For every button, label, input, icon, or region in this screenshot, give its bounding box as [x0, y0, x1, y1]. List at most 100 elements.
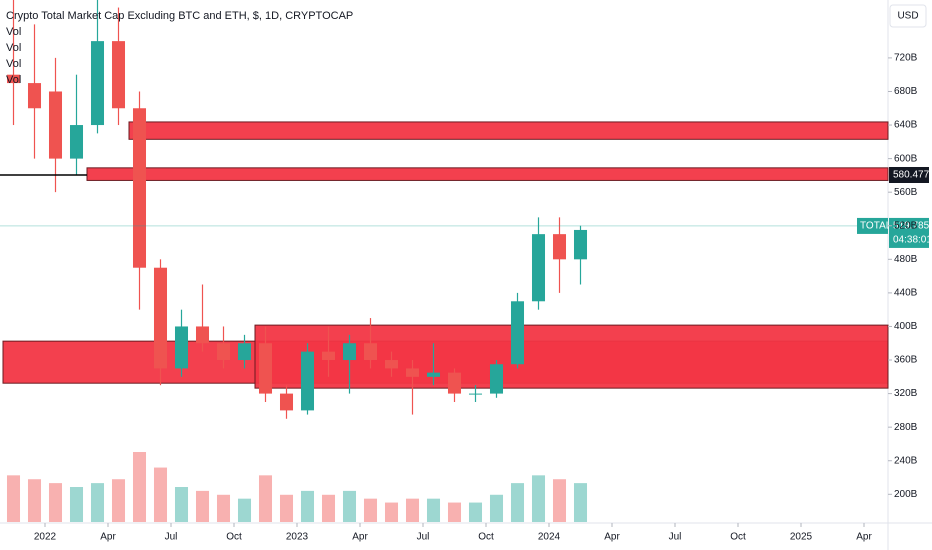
- indicator-label[interactable]: Vol: [6, 58, 21, 70]
- candle-body: [426, 372, 441, 377]
- volume-bar: [405, 498, 420, 522]
- volume-bar: [153, 467, 168, 522]
- volume-bar: [447, 502, 462, 522]
- volume-bar: [174, 487, 189, 522]
- candle-body: [447, 372, 462, 394]
- volume-bar: [216, 494, 231, 522]
- x-tick-label: 2022: [34, 532, 57, 543]
- zones: [2, 121, 889, 389]
- y-tick-label: 240B: [894, 455, 918, 466]
- volume-bar: [552, 479, 567, 522]
- candle-body: [6, 74, 21, 84]
- volume-bar: [258, 475, 273, 522]
- x-tick-label: Apr: [604, 532, 620, 543]
- x-tick-label: Jul: [669, 532, 682, 543]
- candle-body: [90, 41, 105, 126]
- x-tick-label: 2024: [538, 532, 561, 543]
- x-tick-label: Jul: [417, 532, 430, 543]
- candle-body: [237, 343, 252, 361]
- candle-body: [69, 125, 84, 159]
- candle-body: [552, 234, 567, 260]
- candle-body: [384, 360, 399, 369]
- candle-body: [531, 234, 546, 302]
- volume-bar: [384, 502, 399, 522]
- indicator-label[interactable]: Vol: [6, 42, 21, 54]
- indicator-label[interactable]: Vol: [6, 74, 21, 86]
- level-label: 580.477B: [893, 170, 932, 181]
- currency-label[interactable]: USD: [897, 11, 918, 22]
- y-tick-label: 400B: [894, 321, 918, 332]
- volume-bar: [321, 494, 336, 522]
- chart-title: Crypto Total Market Cap Excluding BTC an…: [6, 10, 353, 22]
- symbol-label: TOTAL3: [860, 221, 897, 232]
- currency-button[interactable]: [889, 4, 927, 28]
- x-tick-label: Apr: [352, 532, 368, 543]
- volume-bar: [342, 490, 357, 522]
- y-tick-label: 640B: [894, 120, 918, 131]
- zone: [86, 167, 889, 181]
- volume-bar: [27, 479, 42, 522]
- countdown-label: 04:38:01: [893, 235, 932, 246]
- candle-body: [174, 326, 189, 369]
- x-tick-label: Oct: [730, 532, 746, 543]
- y-tick-label: 280B: [894, 422, 918, 433]
- candle-body: [153, 267, 168, 369]
- candle-body: [216, 343, 231, 361]
- x-tick-label: Jul: [165, 532, 178, 543]
- candle-body: [510, 301, 525, 365]
- volume-pane: [6, 452, 588, 522]
- x-tick-label: Apr: [100, 532, 116, 543]
- volume-bar: [195, 490, 210, 522]
- zone: [254, 324, 889, 389]
- y-tick-label: 560B: [894, 187, 918, 198]
- candle-body: [111, 41, 126, 109]
- candles: [6, 0, 588, 419]
- volume-bar: [69, 487, 84, 522]
- x-tick-label: Apr: [856, 532, 872, 543]
- indicator-label[interactable]: Vol: [6, 26, 21, 38]
- price-tag: [889, 217, 929, 248]
- y-tick-label: 320B: [894, 388, 918, 399]
- volume-bar: [363, 498, 378, 522]
- candle-body: [573, 229, 588, 260]
- y-tick-label: 200B: [894, 489, 918, 500]
- candle-body: [468, 393, 483, 395]
- volume-bar: [489, 494, 504, 522]
- y-tick-label: 600B: [894, 153, 918, 164]
- volume-bar: [279, 494, 294, 522]
- y-tick-label: 360B: [894, 355, 918, 366]
- zone: [128, 121, 889, 140]
- volume-bar: [132, 452, 147, 522]
- volume-bar: [573, 483, 588, 522]
- y-tick-label: 480B: [894, 254, 918, 265]
- volume-bar: [468, 502, 483, 522]
- x-tick-label: Oct: [226, 532, 242, 543]
- volume-bar: [426, 498, 441, 522]
- level-tag: [889, 166, 929, 183]
- volume-bar: [237, 498, 252, 522]
- candle-body: [300, 351, 315, 411]
- volume-bar: [48, 483, 63, 522]
- volume-bar: [6, 475, 21, 522]
- candle-body: [405, 368, 420, 377]
- candle-body: [321, 351, 336, 361]
- candle-body: [363, 343, 378, 361]
- candle-body: [195, 326, 210, 344]
- symbol-tag: [857, 217, 888, 234]
- candle-body: [279, 393, 294, 411]
- x-tick-label: 2025: [790, 532, 813, 543]
- volume-bar: [90, 483, 105, 522]
- candle-body: [258, 343, 273, 394]
- y-tick-label: 680B: [894, 86, 918, 97]
- y-tick-label: 520B: [894, 220, 918, 231]
- volume-bar: [300, 490, 315, 522]
- y-tick-label: 440B: [894, 288, 918, 299]
- price-label: 519.785B: [893, 221, 932, 232]
- x-tick-label: 2023: [286, 532, 309, 543]
- x-tick-label: Oct: [478, 532, 494, 543]
- candle-body: [132, 108, 147, 268]
- candle-body: [489, 364, 504, 394]
